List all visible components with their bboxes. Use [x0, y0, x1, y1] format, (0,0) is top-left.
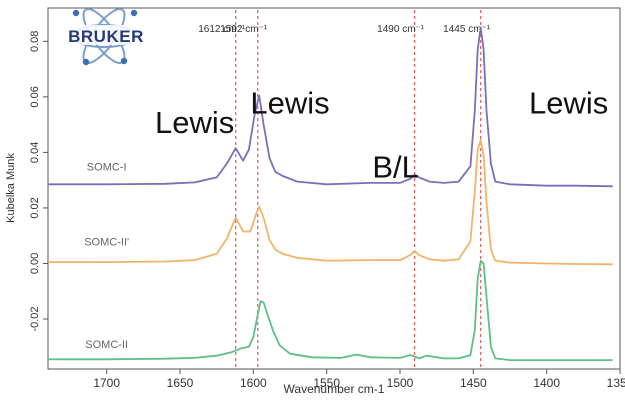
x-tick-label: 1500	[387, 376, 414, 390]
annotation-label: Lewis	[529, 86, 608, 121]
reference-line-label: 1612 cm⁻¹	[198, 24, 246, 35]
annotation-label: Lewis	[250, 86, 329, 121]
y-axis: -0.02 0.00 0.02 0.04 0.06 0.08	[29, 31, 48, 332]
reference-line-label: 1445 cm⁻¹	[443, 24, 491, 35]
series-line	[48, 139, 613, 266]
plot-frame	[47, 7, 621, 370]
series-line	[48, 26, 613, 188]
x-tick-label: 1700	[93, 376, 120, 390]
bruker-logo: BRUKER	[64, 8, 148, 66]
y-tick-label: 0.02	[29, 197, 41, 218]
y-tick-label: 0.06	[29, 86, 41, 107]
x-axis-label: Wavenumber cm-1	[284, 382, 385, 396]
reference-line-label: 1490 cm⁻¹	[377, 24, 425, 35]
x-tick-label: 1350	[607, 376, 625, 390]
annotation-label: Lewis	[155, 105, 234, 140]
series-layer: SOMC-I SOMC-II' SOMC-II	[48, 26, 613, 361]
x-tick-label: 1650	[167, 376, 194, 390]
annotation-label: B/L	[372, 149, 419, 184]
y-tick-label: 0.04	[29, 142, 41, 163]
reference-line-label: 1592 cm⁻¹	[220, 24, 268, 35]
bruker-logo-text: BRUKER	[68, 27, 144, 46]
x-tick-label: 1450	[460, 376, 487, 390]
x-tick-label: 1600	[240, 376, 267, 390]
y-tick-label: -0.02	[29, 306, 41, 331]
series-label: SOMC-II'	[84, 236, 129, 248]
x-tick-label: 1400	[533, 376, 560, 390]
annotation-layer: Lewis Lewis B/L Lewis	[155, 86, 608, 185]
x-tick-label: 1550	[313, 376, 340, 390]
x-axis: 1700 1650 1600 1550 1500 1450 1400 1350	[93, 369, 625, 390]
series-label: SOMC-I	[87, 161, 127, 173]
y-axis-label: Kubelka Munk	[5, 153, 17, 223]
y-tick-label: 0.00	[29, 253, 41, 274]
y-tick-label: 0.08	[29, 31, 41, 52]
series-label: SOMC-II	[85, 339, 128, 351]
series-line	[48, 259, 613, 361]
